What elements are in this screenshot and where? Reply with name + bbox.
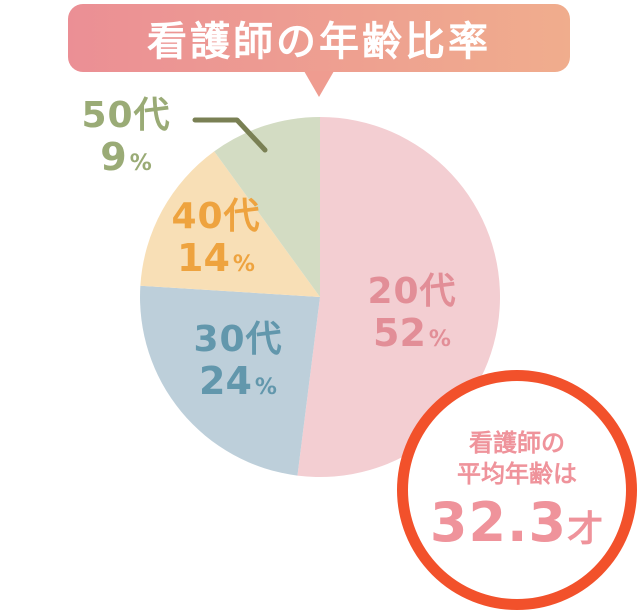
slice-label-50s: 50代 9% bbox=[61, 95, 191, 180]
pie-slice-50代 bbox=[214, 117, 320, 297]
callout-line1: 看護師の bbox=[469, 429, 565, 458]
percent-sign: % bbox=[254, 375, 277, 401]
page-title: 看護師の年齢比率 bbox=[147, 19, 491, 65]
callout-line2: 平均年齢は bbox=[457, 460, 577, 489]
callout-value: 32.3才 bbox=[430, 494, 605, 552]
pie-slice-20代 bbox=[297, 117, 500, 477]
slice-value: 24 bbox=[199, 359, 252, 404]
average-age-callout: 看護師の 平均年齢は 32.3才 bbox=[397, 370, 637, 610]
percent-sign: % bbox=[129, 151, 152, 177]
banner-pointer-triangle bbox=[304, 71, 334, 97]
slice-label-20s: 20代 52% bbox=[347, 271, 477, 356]
title-banner: 看護師の年齢比率 bbox=[68, 4, 570, 72]
slice-value: 14 bbox=[177, 236, 230, 281]
pie-slice-40代 bbox=[140, 151, 320, 297]
slice-name: 30代 bbox=[193, 319, 283, 360]
slice-value: 9 bbox=[100, 135, 127, 180]
slice-label-40s: 40代 14% bbox=[151, 196, 281, 281]
average-age-number: 32.3 bbox=[429, 490, 568, 554]
slice-name: 20代 bbox=[367, 271, 457, 312]
percent-sign: % bbox=[232, 252, 255, 278]
slice-name: 50代 bbox=[81, 95, 171, 136]
slice-label-30s: 30代 24% bbox=[173, 319, 303, 404]
slice-name: 40代 bbox=[171, 196, 261, 237]
pie-slice-30代 bbox=[140, 285, 320, 476]
pie-chart-container bbox=[140, 117, 500, 477]
average-age-unit: 才 bbox=[567, 508, 605, 550]
slice-value: 52 bbox=[373, 311, 426, 356]
pie-chart bbox=[140, 117, 500, 477]
percent-sign: % bbox=[428, 327, 451, 353]
